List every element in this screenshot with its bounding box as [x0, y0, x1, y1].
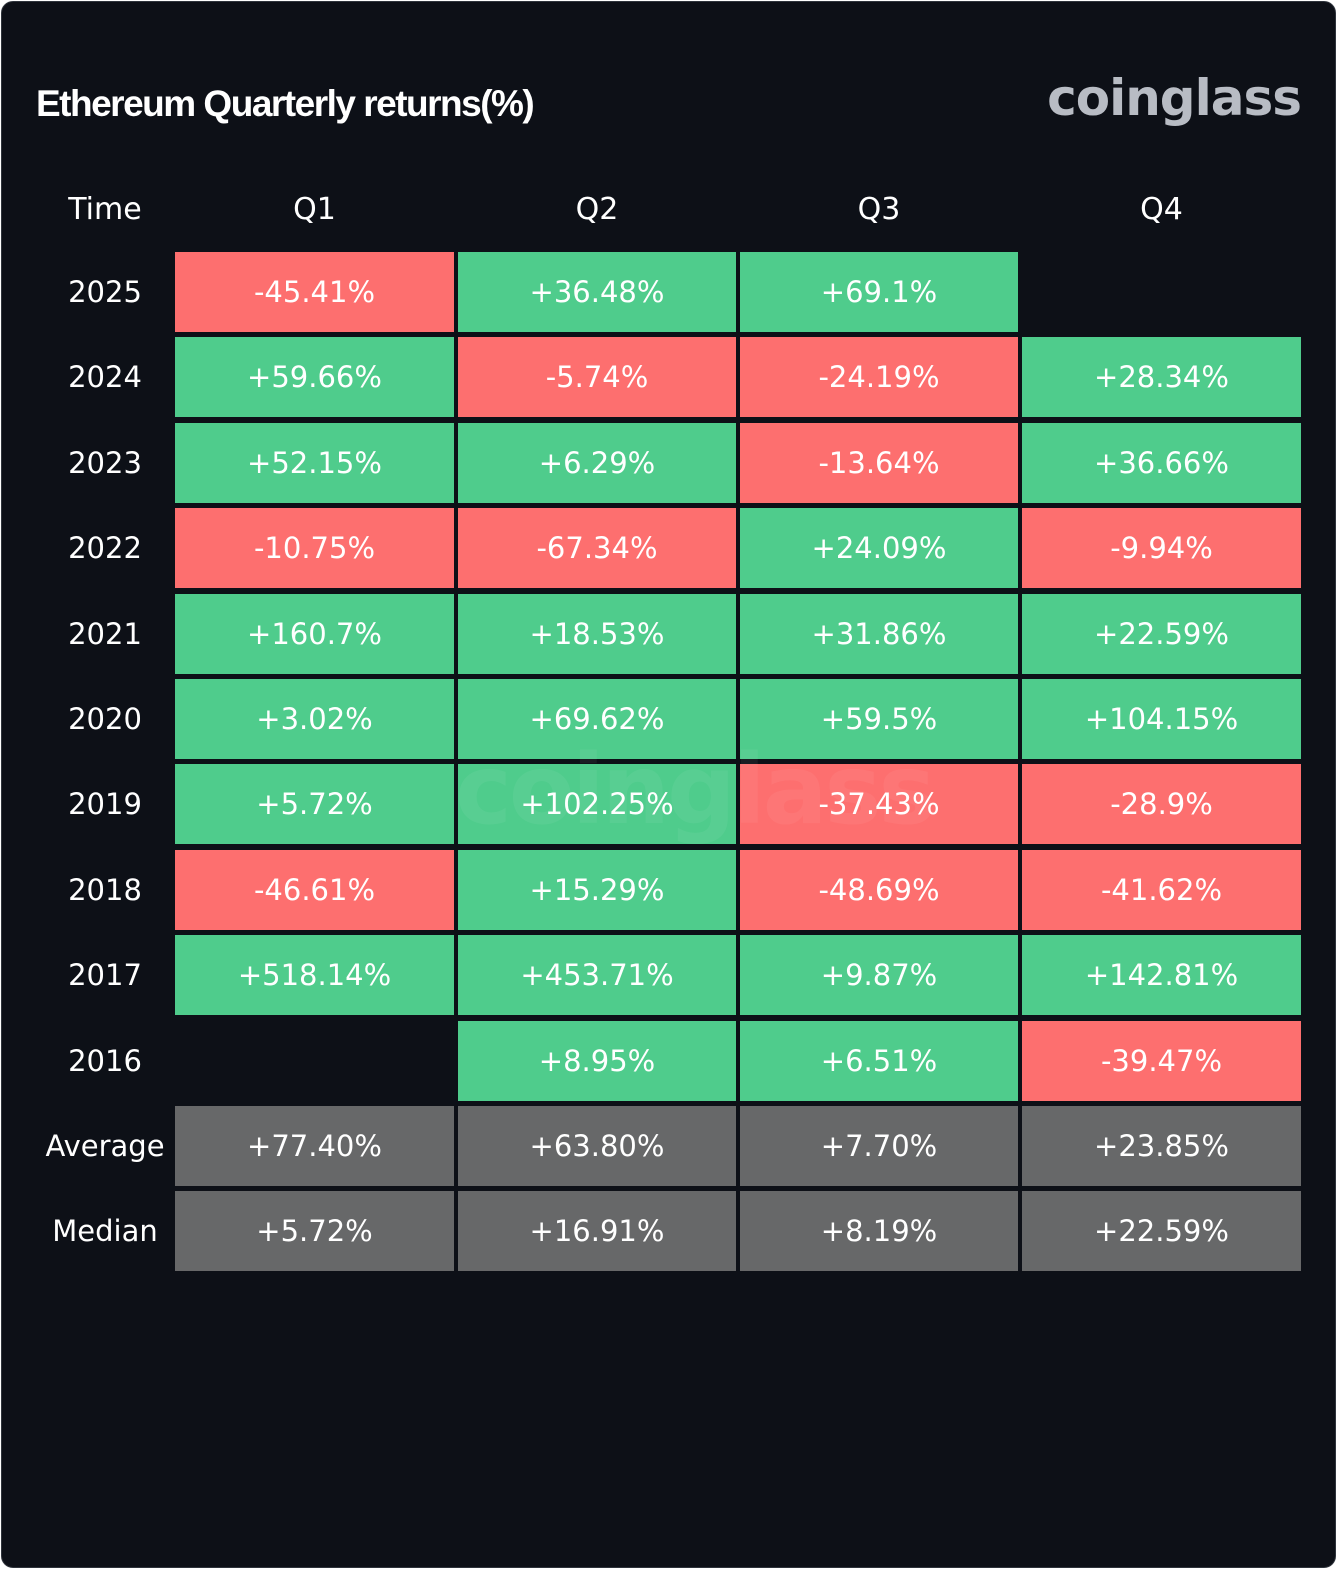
- column-header-q1: Q1: [293, 192, 336, 227]
- summary-cell: +5.72%: [175, 1191, 454, 1271]
- return-cell: +6.29%: [458, 423, 736, 503]
- row-label: 2017: [68, 958, 142, 992]
- row-label: Median: [52, 1214, 158, 1248]
- return-cell: +142.81%: [1022, 935, 1301, 1015]
- return-cell: +6.51%: [740, 1021, 1018, 1101]
- return-cell: +59.5%: [740, 679, 1018, 759]
- return-cell: +5.72%: [175, 764, 454, 844]
- column-header-q4: Q4: [1140, 192, 1183, 227]
- return-cell: +28.34%: [1022, 337, 1301, 417]
- return-cell: +3.02%: [175, 679, 454, 759]
- return-cell: +24.09%: [740, 508, 1018, 588]
- summary-cell: +63.80%: [458, 1106, 736, 1186]
- row-label: 2025: [68, 275, 142, 309]
- return-cell: +22.59%: [1022, 594, 1301, 674]
- summary-cell: +23.85%: [1022, 1106, 1301, 1186]
- return-cell: +52.15%: [175, 423, 454, 503]
- return-cell: [1022, 252, 1301, 332]
- return-cell: -39.47%: [1022, 1021, 1301, 1101]
- row-label: 2022: [68, 531, 142, 565]
- summary-cell: +16.91%: [458, 1191, 736, 1271]
- return-cell: +36.66%: [1022, 423, 1301, 503]
- return-cell: [175, 1021, 454, 1101]
- return-cell: +15.29%: [458, 850, 736, 930]
- row-label: 2021: [68, 617, 142, 651]
- row-label: 2024: [68, 360, 142, 394]
- return-cell: +104.15%: [1022, 679, 1301, 759]
- return-cell: +160.7%: [175, 594, 454, 674]
- return-cell: -10.75%: [175, 508, 454, 588]
- row-label: 2020: [68, 702, 142, 736]
- coinglass-logo: coinglass: [1047, 69, 1302, 127]
- row-label: 2016: [68, 1044, 142, 1078]
- row-label: 2023: [68, 446, 142, 480]
- return-cell: -28.9%: [1022, 764, 1301, 844]
- return-cell: +9.87%: [740, 935, 1018, 1015]
- return-cell: +453.71%: [458, 935, 736, 1015]
- return-cell: +8.95%: [458, 1021, 736, 1101]
- return-cell: +31.86%: [740, 594, 1018, 674]
- row-label: 2019: [68, 787, 142, 821]
- return-cell: +36.48%: [458, 252, 736, 332]
- chart-title: Ethereum Quarterly returns(%): [36, 83, 535, 124]
- summary-cell: +77.40%: [175, 1106, 454, 1186]
- return-cell: +69.62%: [458, 679, 736, 759]
- return-cell: -67.34%: [458, 508, 736, 588]
- return-cell: -41.62%: [1022, 850, 1301, 930]
- return-cell: -5.74%: [458, 337, 736, 417]
- return-cell: -13.64%: [740, 423, 1018, 503]
- summary-cell: +22.59%: [1022, 1191, 1301, 1271]
- return-cell: +518.14%: [175, 935, 454, 1015]
- return-cell: -9.94%: [1022, 508, 1301, 588]
- return-cell: -45.41%: [175, 252, 454, 332]
- return-cell: +69.1%: [740, 252, 1018, 332]
- return-cell: -48.69%: [740, 850, 1018, 930]
- summary-cell: +8.19%: [740, 1191, 1018, 1271]
- row-label: Average: [45, 1129, 165, 1163]
- return-cell: +102.25%: [458, 764, 736, 844]
- return-cell: +59.66%: [175, 337, 454, 417]
- column-header-q2: Q2: [575, 192, 619, 227]
- column-header-time: Time: [68, 192, 142, 227]
- return-cell: -37.43%: [740, 764, 1018, 844]
- return-cell: -46.61%: [175, 850, 454, 930]
- summary-cell: +7.70%: [740, 1106, 1018, 1186]
- column-header-q3: Q3: [857, 192, 901, 227]
- row-label: 2018: [68, 873, 142, 907]
- return-cell: +18.53%: [458, 594, 736, 674]
- return-cell: -24.19%: [740, 337, 1018, 417]
